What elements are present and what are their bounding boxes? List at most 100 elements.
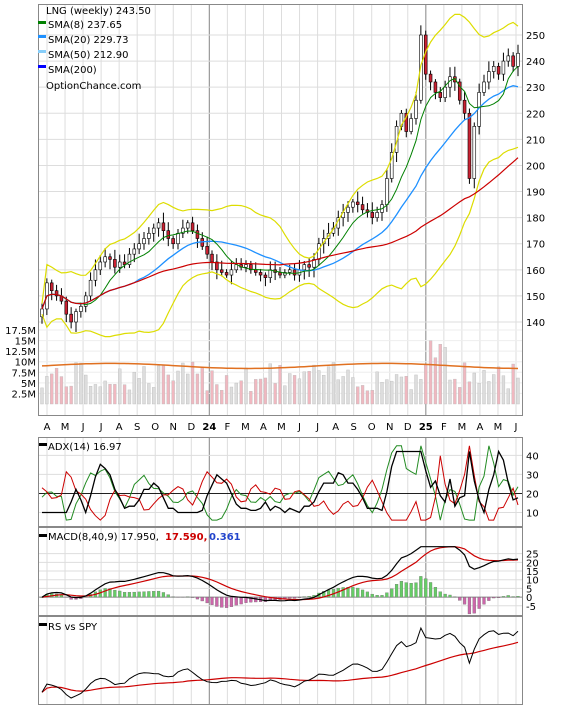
candle-body — [69, 313, 73, 323]
macd-hist-bar — [103, 588, 107, 598]
candle-body — [210, 253, 214, 263]
x-tick-label: O — [368, 422, 376, 433]
macd-hist-bar — [424, 578, 428, 598]
macd-hist-bar — [152, 591, 156, 598]
volume-bar — [79, 362, 83, 405]
price-tick-label: 190 — [526, 188, 545, 199]
candle-body — [496, 66, 501, 75]
candle-body — [151, 227, 156, 234]
price-tick-label: 240 — [526, 57, 545, 68]
macd-hist-bar — [142, 591, 146, 598]
candle-body — [195, 230, 200, 239]
x-tick-label: M — [277, 422, 286, 433]
x-tick-label: M — [494, 422, 503, 433]
volume-bar — [278, 365, 282, 405]
volume-bar — [54, 367, 59, 405]
rs-panel-frame — [38, 616, 523, 705]
macd-hist-bar — [506, 595, 510, 598]
macd-hist-bar — [122, 592, 127, 598]
volume-bar — [487, 381, 491, 405]
volume-bar — [424, 364, 428, 405]
macd-hist-bar — [224, 596, 229, 608]
volume-bar — [419, 379, 423, 405]
macd-hist-bar — [462, 596, 467, 605]
x-tick-label: J — [297, 422, 301, 433]
price-tick-label: 150 — [526, 292, 545, 303]
candle-body — [360, 204, 365, 211]
candle-body — [414, 99, 418, 119]
volume-bar — [317, 370, 321, 405]
candle-body — [117, 261, 122, 268]
volume-bar — [292, 375, 297, 405]
rs-label: RS vs SPY — [48, 622, 98, 633]
macd-hist-bar — [249, 596, 253, 603]
x-tick-label: J — [514, 422, 518, 433]
adx-tick-label: 10 — [526, 508, 539, 519]
macd-signal-label: 17.590, — [165, 532, 207, 543]
volume-bar — [360, 385, 365, 405]
legend-sma50: SMA(50) 212.90 — [48, 50, 129, 61]
x-tick-label: D — [187, 422, 195, 433]
volume-bar — [399, 376, 404, 405]
macd-signal-line — [41, 546, 519, 601]
bollinger-lower — [41, 146, 519, 338]
volume-bar — [273, 383, 277, 405]
candle-body — [166, 230, 171, 239]
volume-bar — [220, 390, 224, 405]
macd-hist-bar — [433, 587, 438, 598]
macd-hist-bar — [346, 586, 350, 598]
volume-bar — [409, 389, 413, 405]
macd-hist-bar — [516, 596, 520, 598]
volume-tick-label: 17.5M — [5, 326, 36, 337]
candle-body — [506, 55, 511, 62]
volume-bar — [229, 386, 234, 405]
x-tick-label: O — [151, 422, 159, 433]
volume-bar — [195, 373, 200, 405]
sma8-line — [41, 65, 519, 310]
x-tick-label: M — [458, 422, 467, 433]
volume-bar — [40, 387, 44, 405]
legend-swatch-sma8 — [38, 21, 46, 24]
volume-tick-label: 2.5M — [11, 389, 36, 400]
adx-minus-di — [41, 445, 519, 521]
volume-bar — [428, 340, 433, 405]
volume-tick-label: 7.5M — [11, 368, 36, 379]
volume-bar — [234, 382, 238, 405]
candle-body — [457, 81, 462, 101]
candle-body — [147, 232, 151, 239]
macd-hist-bar — [385, 592, 389, 598]
x-tick-label: S — [134, 422, 140, 433]
candle-body — [287, 269, 292, 273]
macd-hist-bar — [200, 596, 204, 602]
x-tick-label: A — [477, 422, 484, 433]
macd-hist-bar — [132, 591, 136, 598]
macd-hist-bar — [113, 589, 117, 598]
macd-hist-bar — [288, 596, 292, 599]
x-tick-label: 24 — [202, 422, 216, 433]
volume-bar — [161, 365, 166, 405]
macd-hist-bar — [205, 596, 209, 604]
candle-body — [370, 212, 375, 218]
candle-body — [215, 261, 219, 271]
candle-body — [103, 256, 107, 263]
volume-bar — [283, 385, 287, 405]
macd-hist-bar — [302, 596, 306, 598]
volume-bar — [263, 377, 268, 405]
volume-bar — [186, 373, 190, 405]
macd-hist-bar — [492, 596, 496, 599]
candle-body — [122, 261, 127, 265]
volume-bar — [288, 373, 292, 405]
legend-source: OptionChance.com — [46, 81, 141, 92]
volume-bar — [390, 380, 394, 405]
volume-bar — [394, 374, 399, 405]
volume-bar — [297, 378, 302, 405]
x-tick-label: M — [61, 422, 70, 433]
price-tick-label: 160 — [526, 266, 545, 277]
x-tick-label: J — [315, 422, 319, 433]
candle-body — [394, 126, 399, 153]
volume-bar — [365, 390, 370, 405]
macd-line — [41, 546, 519, 602]
macd-hist-bar — [351, 586, 355, 598]
